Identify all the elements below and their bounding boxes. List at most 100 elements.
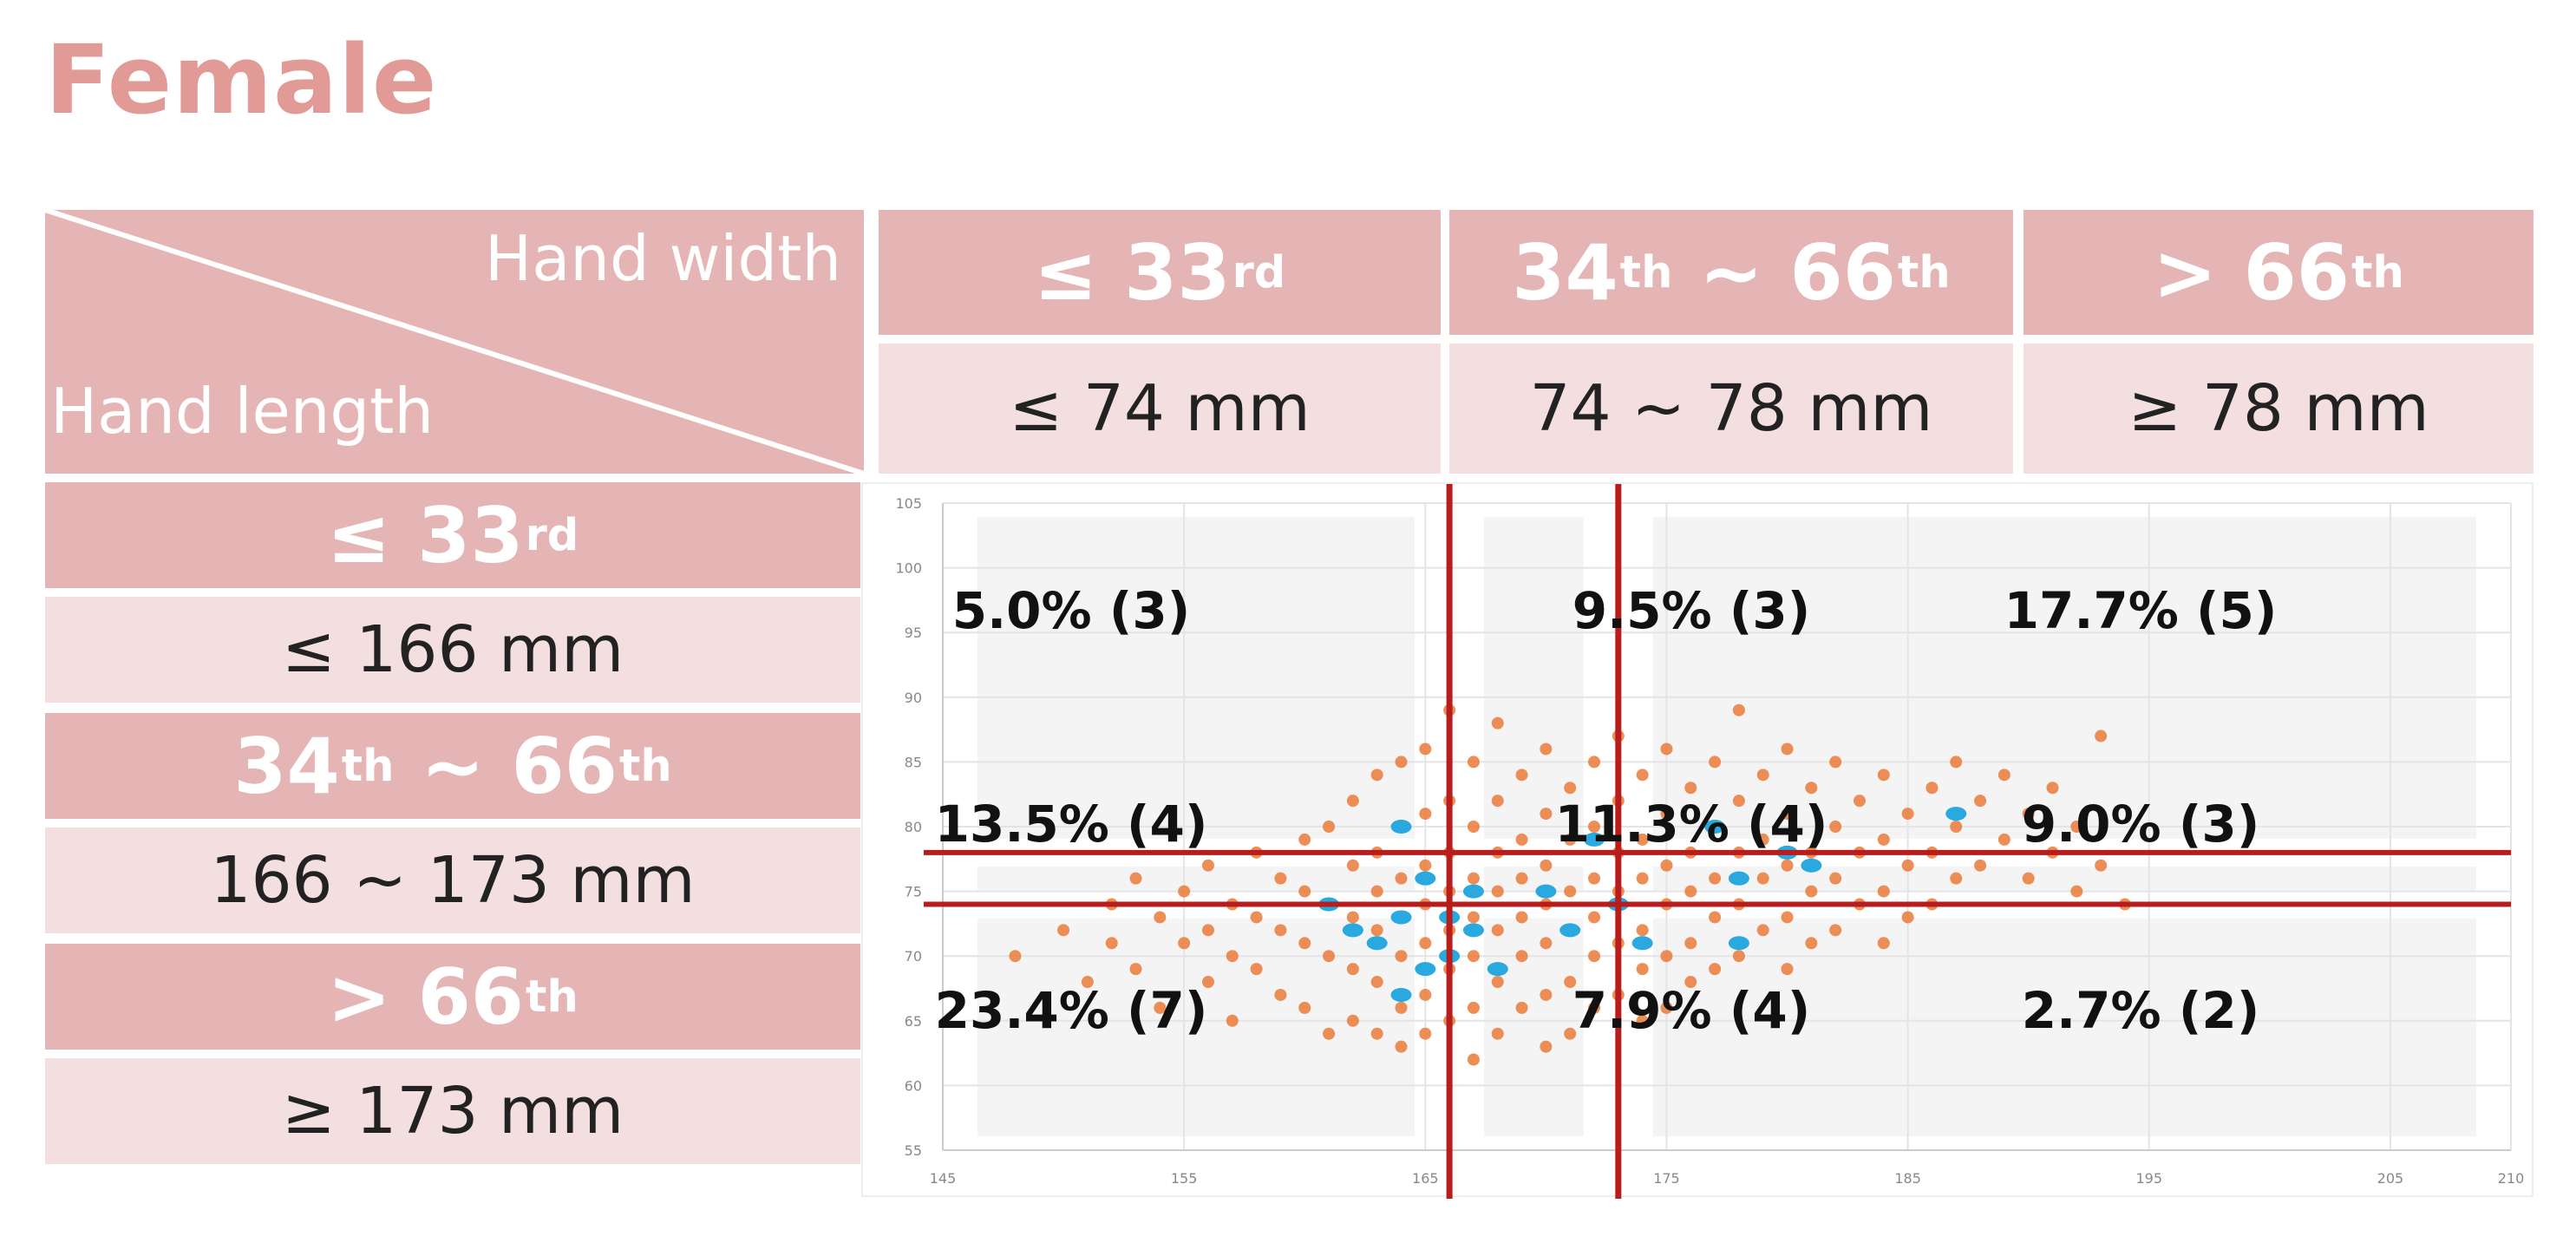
- width-range-header-1: ≤ 74 mm: [879, 343, 1441, 474]
- orange-data-point: [2095, 859, 2108, 872]
- y-tick-label: 60: [905, 1077, 922, 1094]
- orange-data-point: [1419, 1027, 1432, 1040]
- orange-data-point: [1684, 976, 1697, 989]
- orange-data-point: [1877, 769, 1890, 782]
- orange-data-point: [1201, 976, 1214, 989]
- orange-data-point: [1781, 808, 1794, 821]
- orange-data-point: [1997, 833, 2010, 846]
- orange-data-point: [1274, 872, 1287, 885]
- blue-data-point: [1945, 807, 1967, 821]
- percentile-suffix: th: [526, 971, 579, 1023]
- length-range-header-1: ≤ 166 mm: [45, 597, 860, 703]
- y-tick-label: 55: [905, 1142, 922, 1159]
- hand-length-header: Hand length: [50, 375, 434, 448]
- quadrant-shade: [977, 918, 1415, 1136]
- orange-data-point: [1901, 808, 1914, 821]
- orange-data-point: [1540, 937, 1553, 950]
- blue-data-point: [1728, 936, 1749, 951]
- orange-data-point: [1346, 911, 1359, 924]
- orange-data-point: [1201, 924, 1214, 937]
- y-tick-label: 95: [905, 625, 922, 641]
- orange-data-point: [1564, 885, 1577, 898]
- cell-percentage-label: 9.5% (3): [1572, 581, 1811, 640]
- scatter-chart: 145 155 165 175 185 195 205 210 55 60 65 70 75 80 85 90…: [895, 484, 2525, 1199]
- quadrant-shade: [1652, 517, 2476, 839]
- quadrant-shade: [1652, 918, 2476, 1136]
- orange-data-point: [1395, 950, 1408, 963]
- blue-data-point: [1366, 936, 1388, 951]
- orange-data-point: [1829, 924, 1842, 937]
- orange-data-point: [1467, 911, 1480, 924]
- orange-data-point: [1346, 795, 1359, 808]
- orange-data-point: [1515, 833, 1528, 846]
- quadrant-shade: [977, 517, 1415, 839]
- orange-data-point: [1298, 937, 1311, 950]
- orange-data-point: [1226, 1014, 1239, 1027]
- orange-data-point: [1491, 976, 1504, 989]
- orange-data-point: [1515, 1001, 1528, 1014]
- orange-data-point: [1250, 963, 1263, 976]
- orange-data-point: [1515, 911, 1528, 924]
- orange-data-point: [1491, 716, 1504, 729]
- orange-data-point: [1491, 1027, 1504, 1040]
- orange-data-point: [1129, 963, 1142, 976]
- orange-data-point: [1370, 769, 1383, 782]
- blue-data-point: [1415, 871, 1436, 886]
- orange-data-point: [1274, 988, 1287, 1001]
- orange-data-point: [1419, 988, 1432, 1001]
- orange-data-point: [1467, 872, 1480, 885]
- orange-data-point: [1877, 885, 1890, 898]
- blue-data-point: [1535, 884, 1557, 899]
- y-tick-label: 90: [905, 690, 922, 706]
- orange-data-point: [2070, 821, 2083, 833]
- orange-data-point: [1877, 833, 1890, 846]
- y-tick-label: 65: [905, 1013, 922, 1030]
- orange-data-point: [1346, 859, 1359, 872]
- cell-percentage-label: 23.4% (7): [934, 981, 1208, 1040]
- orange-data-point: [1154, 911, 1167, 924]
- x-tick-label: 210: [2498, 1170, 2525, 1187]
- x-tick-label: 165: [1412, 1170, 1439, 1187]
- orange-data-point: [1564, 1027, 1577, 1040]
- orange-data-point: [1829, 821, 1842, 833]
- orange-data-point: [1323, 950, 1336, 963]
- percentile-suffix: rd: [1232, 246, 1286, 298]
- cell-percentage-label: 11.3% (4): [1554, 795, 1828, 854]
- blue-data-point: [1390, 910, 1412, 925]
- blue-data-point: [1631, 936, 1653, 951]
- orange-data-point: [1805, 937, 1818, 950]
- orange-data-point: [1805, 885, 1818, 898]
- orange-data-point: [1684, 937, 1697, 950]
- percentile-value: ≤ 33: [1033, 227, 1231, 317]
- orange-data-point: [1781, 911, 1794, 924]
- orange-data-point: [1588, 1001, 1601, 1014]
- orange-data-point: [1950, 872, 1963, 885]
- y-tick-label: 80: [905, 819, 922, 835]
- orange-data-point: [1950, 756, 1963, 769]
- orange-data-point: [1515, 769, 1528, 782]
- orange-data-point: [1660, 808, 1673, 821]
- blue-data-point: [1462, 884, 1484, 899]
- orange-data-point: [1588, 756, 1601, 769]
- orange-data-point: [1467, 950, 1480, 963]
- percentile-value: > 66: [327, 952, 525, 1042]
- orange-data-point: [1829, 872, 1842, 885]
- blue-data-point: [1462, 923, 1484, 938]
- blue-data-point: [1559, 923, 1581, 938]
- orange-data-point: [1250, 911, 1263, 924]
- orange-data-point: [1274, 924, 1287, 937]
- cell-percentage-label: 5.0% (3): [951, 581, 1191, 640]
- orange-data-point: [1684, 885, 1697, 898]
- orange-data-point: [1805, 782, 1818, 795]
- orange-data-point: [1298, 833, 1311, 846]
- orange-data-point: [1588, 872, 1601, 885]
- orange-data-point: [1419, 859, 1432, 872]
- y-tick-label: 85: [905, 754, 922, 770]
- orange-data-point: [1660, 743, 1673, 756]
- y-tick-label: 70: [905, 948, 922, 965]
